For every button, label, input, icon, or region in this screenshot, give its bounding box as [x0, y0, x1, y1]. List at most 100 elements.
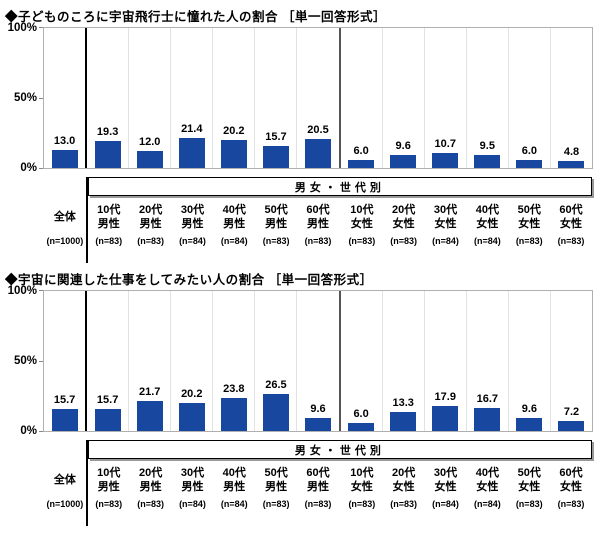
- plot-area: 13.0 19.3 12.0 21.4 20.2 15.7 20.5 6.0 9.6 10.7 9.…: [43, 27, 593, 169]
- category-label: 10代 女性: [350, 204, 374, 230]
- sample-size-label: (n=83): [515, 499, 543, 509]
- bar-value-label: 6.0: [521, 144, 538, 157]
- bar-value-label: 9.6: [521, 402, 538, 415]
- overall-separator: [85, 291, 88, 431]
- category-label: 60代 男性: [306, 467, 330, 493]
- bar: [94, 141, 121, 168]
- bar-value-label: 20.5: [307, 124, 329, 137]
- bar: [348, 159, 375, 168]
- y-axis-label-100: 100%: [7, 285, 37, 297]
- category-label: 50代 男性: [264, 467, 288, 493]
- bar: [51, 149, 78, 168]
- grid-column: 6.0: [341, 28, 383, 168]
- bar: [516, 417, 543, 431]
- category-label: 60代 女性: [559, 204, 583, 230]
- bar: [432, 153, 459, 168]
- category-label: 50代 女性: [517, 467, 541, 493]
- grid-column: 15.7: [44, 291, 85, 431]
- bar: [262, 393, 289, 431]
- chart-section-astronaut-admiration: ◆子どものころに宇宙飛行士に憧れた人の割合 ［単一回答形式］ 100% 50% …: [0, 0, 600, 263]
- sample-size-label: (n=83): [95, 236, 123, 246]
- grid-column: 13.0: [44, 28, 85, 168]
- group-box-row: 男女・世代別: [43, 440, 593, 459]
- gender-separator: [338, 28, 341, 168]
- category-label-area: 男女・世代別 全体 10代 男性 20代 男性 30代 男性 40代 男性 50代 男性 6…: [43, 440, 593, 534]
- bar: [390, 154, 417, 168]
- bar-value-label: 12.0: [138, 136, 161, 149]
- sample-size-label: (n=83): [137, 236, 164, 246]
- grid-column: 17.9: [425, 291, 467, 431]
- gender-generation-group-box: 男女・世代別: [87, 177, 592, 196]
- category-label: 30代 男性: [180, 204, 205, 230]
- overall-separator-line: [85, 440, 88, 526]
- category-label: 40代 男性: [222, 467, 246, 493]
- sample-size-label: (n=84): [220, 236, 248, 246]
- grid-column: 7.2: [551, 291, 592, 431]
- grid-column: 16.7: [467, 291, 509, 431]
- bar-value-label: 7.2: [563, 405, 580, 418]
- y-axis: 100% 50% 0%: [0, 285, 43, 437]
- category-names-row: 全体 10代 男性 20代 男性 30代 男性 40代 男性 50代 男性 60代 男性 10…: [43, 201, 593, 235]
- sample-size-label: (n=83): [304, 236, 332, 246]
- bar-value-label: 15.7: [96, 394, 119, 407]
- bar: [136, 400, 163, 431]
- bar-value-label: 13.3: [392, 397, 414, 410]
- y-axis-label-50: 50%: [13, 355, 37, 367]
- bar-value-label: 23.8: [223, 382, 245, 395]
- sample-size-label: (n=83): [95, 499, 123, 509]
- category-label: 30代 女性: [433, 204, 458, 230]
- gender-generation-group-box: 男女・世代別: [87, 440, 592, 459]
- bar: [220, 397, 247, 431]
- category-label: 20代 女性: [392, 467, 416, 493]
- sample-size-label: (n=83): [304, 499, 332, 509]
- bar: [178, 402, 205, 431]
- sample-sizes-row: (n=1000) (n=83) (n=83) (n=84) (n=84) (n=83) (n…: [43, 236, 593, 249]
- sample-size-label: (n=1000): [46, 499, 84, 509]
- grid-column: 12.0: [129, 28, 172, 168]
- bar-value-label: 17.9: [434, 390, 456, 403]
- group-box-row: 男女・世代別: [43, 177, 593, 196]
- group-box-spacer: [44, 440, 86, 459]
- bar-value-label: 16.7: [476, 392, 499, 405]
- sample-size-label: (n=84): [220, 499, 248, 509]
- bar-value-label: 15.7: [53, 394, 76, 407]
- category-label: 30代 女性: [433, 467, 458, 493]
- chart-title: ◆宇宙に関連した仕事をしてみたい人の割合 ［単一回答形式］: [5, 273, 373, 287]
- bar-value-label: 10.7: [434, 138, 456, 151]
- grid-column: 15.7: [255, 28, 298, 168]
- category-label: 50代 男性: [264, 204, 288, 230]
- sample-size-label: (n=84): [432, 499, 459, 509]
- category-label: 10代 男性: [97, 467, 121, 493]
- overall-separator-line: [85, 177, 88, 263]
- grid-column: 20.2: [171, 291, 214, 431]
- sample-size-label: (n=84): [179, 236, 206, 246]
- bar: [390, 412, 417, 431]
- bar-value-label: 21.7: [138, 385, 161, 398]
- y-axis-tick: [39, 168, 43, 169]
- bar-value-label: 21.4: [181, 123, 203, 136]
- grid-column: 9.6: [297, 291, 338, 431]
- y-axis-label-0: 0%: [20, 425, 37, 437]
- y-axis-tick: [39, 361, 43, 362]
- sample-size-label: (n=83): [515, 236, 543, 246]
- bar: [516, 159, 543, 168]
- bar-value-label: 9.5: [479, 139, 495, 152]
- category-label: 10代 男性: [97, 204, 121, 230]
- sample-sizes-row: (n=1000) (n=83) (n=83) (n=84) (n=84) (n=83) (n…: [43, 499, 593, 512]
- chart-title: ◆子どものころに宇宙飛行士に憧れた人の割合 ［単一回答形式］: [5, 10, 386, 24]
- y-axis-label-50: 50%: [13, 92, 37, 104]
- chart-plot-row: 100% 50% 0% 15.7 15.7 21.7 20.2 23.8 26.5 9.6 6…: [0, 285, 600, 437]
- bar-value-label: 4.8: [563, 146, 580, 159]
- grid-column: 9.6: [509, 291, 551, 431]
- bar-value-label: 19.3: [96, 125, 119, 138]
- bar: [51, 409, 78, 431]
- sample-size-label: (n=84): [473, 499, 501, 509]
- bar-value-label: 6.0: [353, 407, 369, 420]
- bar-value-label: 20.2: [181, 387, 203, 400]
- bar-value-label: 20.2: [223, 124, 245, 137]
- bar-value-label: 9.6: [395, 139, 411, 152]
- y-axis-tick: [39, 431, 43, 432]
- bar: [348, 422, 375, 431]
- y-axis-tick: [39, 290, 43, 291]
- grid-column: 13.3: [383, 291, 425, 431]
